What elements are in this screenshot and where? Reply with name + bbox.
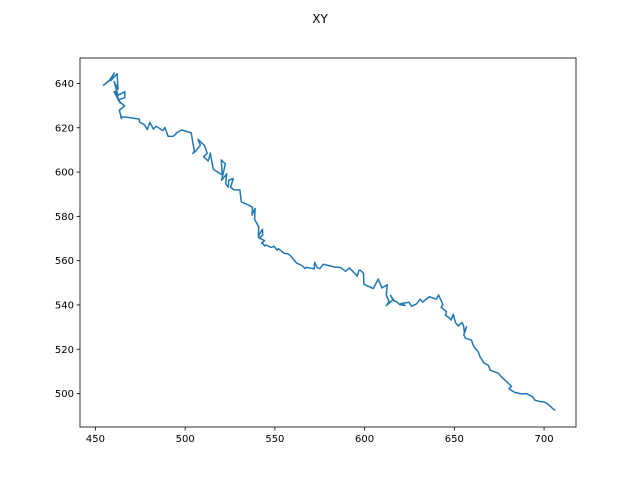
x-tick-label-650: 650 [445, 434, 464, 445]
y-tick-label-580: 580 [55, 212, 74, 223]
axes: 450 500 550 600 650 700 500 520 540 560 580 600 620 6… [55, 57, 577, 445]
y-tick-label-600: 600 [55, 168, 74, 179]
plot-area [102, 72, 556, 411]
y-tick-label-520: 520 [55, 345, 74, 356]
y-tick-label-540: 540 [55, 300, 74, 311]
x-tick-label-600: 600 [355, 434, 374, 445]
x-tick-label-500: 500 [176, 434, 195, 445]
y-tick-label-560: 560 [55, 256, 74, 267]
x-tick-label-700: 700 [535, 434, 554, 445]
x-tick-label-550: 550 [265, 434, 284, 445]
series-line-0 [102, 72, 556, 411]
x-tick-label-450: 450 [86, 434, 105, 445]
axes-frame [79, 57, 577, 428]
y-tick-label-620: 620 [55, 123, 74, 134]
y-tick-label-500: 500 [55, 389, 74, 400]
chart-title: XY [312, 12, 328, 26]
y-tick-label-640: 640 [55, 79, 74, 90]
